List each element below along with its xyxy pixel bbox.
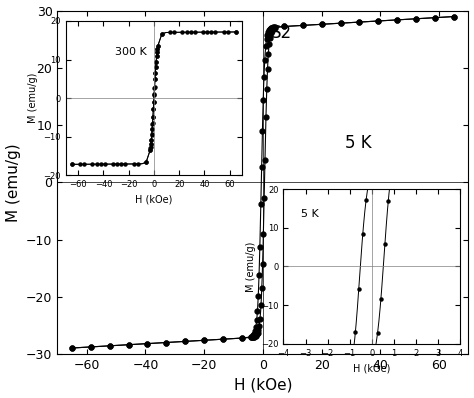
X-axis label: H (kOe): H (kOe) [234,377,292,392]
Text: 5 K: 5 K [345,134,372,152]
Y-axis label: M (emu/g): M (emu/g) [6,143,20,222]
Text: S2: S2 [271,24,292,42]
